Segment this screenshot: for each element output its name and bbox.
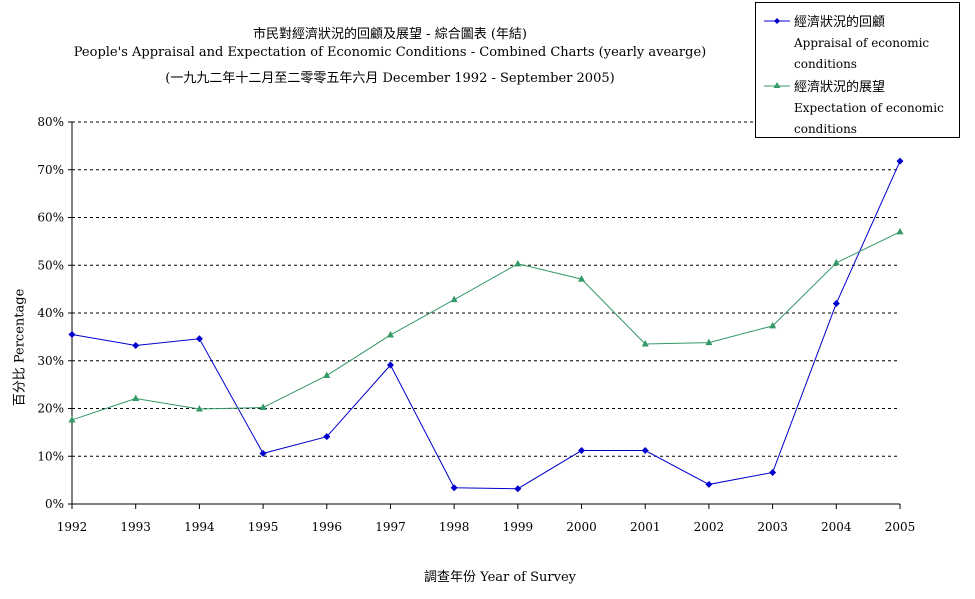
y-tick-label: 10% bbox=[37, 449, 64, 463]
chart-subtitle-range: (一九九二年十二月至二零零五年六月 December 1992 - Septem… bbox=[165, 71, 615, 86]
x-tick-label: 1999 bbox=[503, 520, 534, 534]
data-point-0 bbox=[832, 299, 840, 307]
legend-label-expectation-en: Expectation of economic conditions bbox=[794, 101, 944, 136]
legend-label-expectation-zh: 經濟狀況的展望 bbox=[794, 80, 886, 95]
y-tick-label: 20% bbox=[37, 402, 64, 416]
data-point-0 bbox=[578, 447, 586, 455]
series-line-0 bbox=[71, 160, 901, 490]
x-tick-label: 2005 bbox=[885, 520, 916, 534]
x-tick-label: 1998 bbox=[439, 520, 470, 534]
y-tick-label: 80% bbox=[37, 115, 64, 129]
y-tick-label: 60% bbox=[37, 211, 64, 225]
x-axis-label: 調查年份 Year of Survey bbox=[423, 570, 577, 585]
data-point-0 bbox=[641, 447, 649, 455]
y-tick-label: 0% bbox=[45, 497, 64, 511]
data-point-0 bbox=[323, 433, 331, 441]
legend-label-appraisal-en: Appraisal of economic conditions bbox=[794, 36, 930, 71]
legend-label-appraisal-zh: 經濟狀況的回顧 bbox=[794, 15, 886, 30]
y-tick-label: 70% bbox=[37, 163, 64, 177]
data-point-1 bbox=[132, 394, 140, 401]
data-point-0 bbox=[259, 449, 267, 457]
data-point-0 bbox=[896, 157, 904, 165]
data-point-0 bbox=[514, 485, 522, 493]
x-tick-label: 2002 bbox=[694, 520, 725, 534]
data-point-0 bbox=[195, 335, 203, 343]
x-tick-label: 1995 bbox=[248, 520, 279, 534]
chart-title: 市民對經濟狀況的回顧及展望 - 綜合圖表 (年結) bbox=[253, 27, 527, 42]
x-tick-label: 2004 bbox=[821, 520, 852, 534]
y-tick-label: 30% bbox=[37, 354, 64, 368]
data-point-1 bbox=[195, 404, 203, 412]
series-line-1 bbox=[71, 231, 901, 421]
data-point-1 bbox=[641, 340, 649, 347]
x-tick-label: 2000 bbox=[566, 520, 597, 534]
data-point-1 bbox=[578, 275, 586, 282]
chart-subtitle: People's Appraisal and Expectation of Ec… bbox=[73, 45, 707, 60]
y-tick-label: 50% bbox=[37, 258, 64, 272]
data-point-0 bbox=[450, 484, 458, 492]
legend: 經濟狀況的回顧 Appraisal of economic conditions… bbox=[755, 2, 960, 138]
y-tick-label: 40% bbox=[37, 306, 64, 320]
x-tick-label: 1997 bbox=[375, 520, 406, 534]
data-point-0 bbox=[386, 361, 394, 369]
data-point-1 bbox=[386, 330, 394, 338]
x-tick-label: 2003 bbox=[757, 520, 788, 534]
data-point-1 bbox=[514, 259, 522, 267]
data-point-1 bbox=[68, 415, 76, 423]
data-point-0 bbox=[132, 341, 140, 349]
x-tick-label: 1992 bbox=[57, 520, 88, 534]
data-point-1 bbox=[832, 258, 840, 266]
data-point-1 bbox=[705, 338, 713, 346]
x-tick-label: 1996 bbox=[311, 520, 342, 534]
legend-swatch-appraisal bbox=[764, 18, 790, 24]
legend-swatch-expectation bbox=[764, 82, 790, 88]
data-point-0 bbox=[769, 468, 777, 476]
x-tick-label: 1993 bbox=[120, 520, 151, 534]
data-point-1 bbox=[769, 321, 777, 329]
data-point-1 bbox=[896, 227, 904, 235]
y-axis-label: 百分比 Percentage bbox=[12, 288, 28, 407]
data-point-1 bbox=[323, 371, 331, 379]
x-tick-label: 1994 bbox=[184, 520, 215, 534]
x-tick-label: 2001 bbox=[630, 520, 661, 534]
data-point-0 bbox=[705, 480, 713, 488]
data-point-1 bbox=[450, 295, 458, 303]
data-point-0 bbox=[68, 330, 76, 338]
data-point-1 bbox=[259, 403, 267, 411]
